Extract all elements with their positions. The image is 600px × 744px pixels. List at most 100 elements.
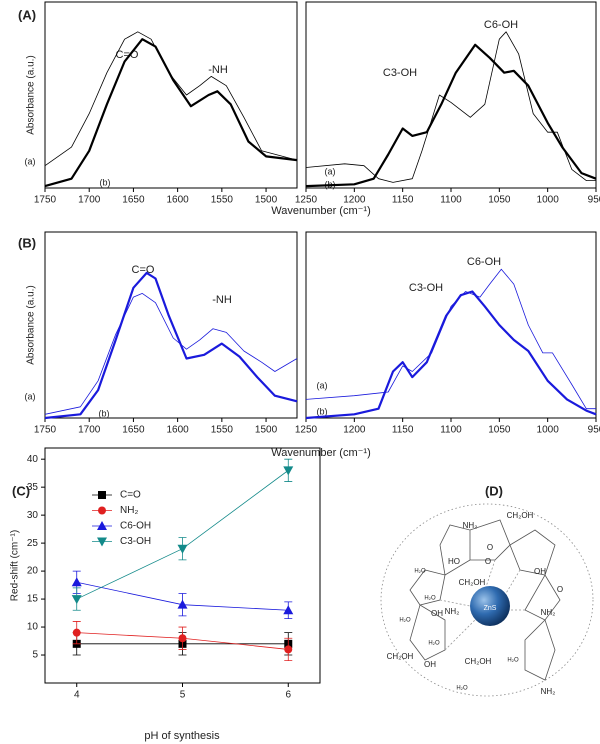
annotation: -NH (208, 64, 228, 76)
group-label: O (485, 557, 491, 566)
water-label: H₂O (456, 686, 468, 692)
spectrum-line (44, 271, 298, 420)
y-tick-label: 25 (27, 538, 39, 549)
x-tick-label: 1150 (392, 195, 414, 206)
x-tick-label: 1100 (440, 195, 462, 206)
annotation: C=O (132, 264, 155, 276)
annotation: C6-OH (467, 256, 501, 268)
x-tick-label: 1000 (537, 425, 560, 436)
marker (71, 577, 82, 587)
series-line (76, 470, 289, 600)
x-axis-label: Wavenumber (cm⁻¹) (271, 447, 371, 459)
x-tick-label: 5 (180, 690, 186, 701)
panel-label: (D) (485, 483, 503, 498)
annotation: C3-OH (383, 67, 417, 79)
x-tick-label: 1600 (167, 425, 190, 436)
legend-label: NH₂ (120, 505, 138, 516)
water-label: H₂O (424, 596, 436, 602)
y-tick-label: 5 (32, 650, 38, 661)
legend-marker (97, 537, 107, 547)
x-tick-label: 1200 (343, 195, 366, 206)
marker (177, 599, 188, 609)
marker (284, 645, 293, 654)
group-label: NH₂ (541, 608, 556, 617)
group-label: NH₂ (463, 521, 478, 530)
annotation: C6-OH (484, 19, 518, 31)
legend-marker (98, 491, 106, 499)
panel-label: (B) (18, 235, 36, 250)
x-tick-label: 1500 (255, 195, 278, 206)
y-tick-label: 30 (27, 510, 39, 521)
x-tick-label: 1650 (122, 195, 145, 206)
x-tick-label: 1150 (392, 425, 414, 436)
spectrum-line (44, 31, 298, 167)
spectrum-line (305, 290, 597, 420)
marker (283, 466, 294, 476)
annotation: (a) (25, 156, 36, 166)
x-tick-label: 1750 (34, 425, 57, 436)
annotation: (a) (317, 380, 328, 390)
panel-label: (A) (18, 7, 36, 22)
marker (283, 605, 294, 615)
legend-label: C6-OH (120, 521, 151, 532)
x-tick-label: 1100 (440, 425, 462, 436)
plot-frame (44, 231, 298, 419)
group-label: CH₂OH (387, 652, 414, 661)
y-axis-label: Absorbance (a.u.) (26, 55, 37, 135)
x-tick-label: 1550 (211, 425, 234, 436)
spectrum-line (305, 31, 596, 183)
annotation: (a) (325, 166, 336, 176)
x-tick-label: 1050 (488, 195, 511, 206)
y-tick-label: 40 (27, 454, 39, 465)
group-label: NH₂ (541, 687, 556, 696)
legend-marker (97, 521, 107, 530)
legend-label: C3-OH (120, 536, 151, 547)
group-label: CH₂OH (465, 657, 492, 666)
x-tick-label: 1050 (488, 425, 511, 436)
annotation: C3-OH (409, 282, 443, 294)
water-label: H₂O (414, 569, 426, 575)
spectrum-line (305, 43, 597, 188)
annotation: (b) (100, 177, 111, 187)
plot-frame (305, 231, 597, 419)
group-label: O (487, 543, 493, 552)
zns-core (470, 586, 510, 626)
annotation: (b) (317, 406, 328, 416)
group-label: HO (448, 557, 460, 566)
group-label: OH (534, 567, 546, 576)
group-label: O (557, 585, 563, 594)
x-tick-label: 950 (588, 195, 600, 206)
marker (178, 634, 187, 643)
legend-marker (98, 506, 106, 515)
core-label: ZnS (484, 605, 497, 612)
water-label: H₂O (399, 618, 411, 624)
y-tick-label: 15 (27, 594, 39, 605)
x-tick-label: 6 (285, 690, 291, 701)
x-tick-label: 1550 (211, 195, 234, 206)
x-axis-label: Wavenumber (cm⁻¹) (271, 205, 371, 217)
x-tick-label: 950 (588, 425, 600, 436)
water-label: H₂O (428, 641, 440, 647)
marker (71, 595, 82, 605)
x-tick-label: 1750 (34, 195, 57, 206)
y-tick-label: 10 (27, 622, 39, 633)
x-tick-label: 1500 (255, 425, 278, 436)
spectrum-line (44, 293, 298, 415)
group-label: OH (431, 609, 443, 618)
y-tick-label: 35 (27, 482, 39, 493)
x-tick-label: 1200 (343, 425, 366, 436)
x-tick-label: 1600 (167, 195, 190, 206)
diagram-art (380, 503, 594, 697)
legend-label: C=O (120, 490, 141, 501)
panel-label: (C) (12, 483, 30, 498)
marker (72, 628, 81, 637)
group-label: NH₂ (445, 607, 460, 616)
water-label: H₂O (507, 658, 519, 664)
x-axis-label: pH of synthesis (144, 730, 220, 742)
spectrum-line (305, 268, 596, 410)
plot-frame (305, 1, 597, 189)
annotation: (b) (99, 408, 110, 418)
spectrum-line (44, 38, 298, 188)
marker (177, 544, 188, 554)
plot-frame (44, 1, 298, 189)
